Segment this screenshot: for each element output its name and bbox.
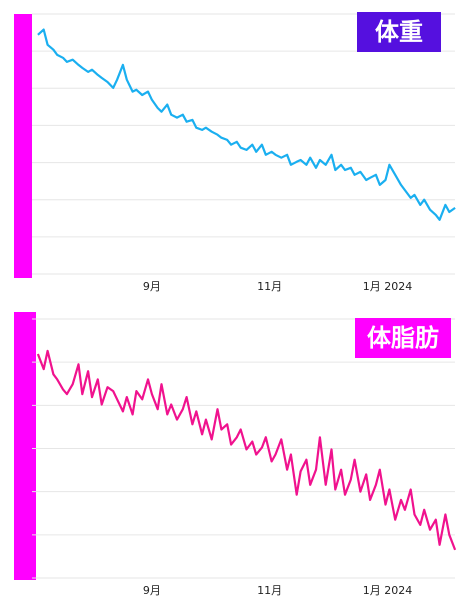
x-tick-label: 1月 2024 [363, 584, 413, 597]
x-tick-label: 11月 [257, 280, 282, 293]
x-tick-label: 1月 2024 [363, 280, 413, 293]
data-line [36, 349, 457, 551]
x-tick-label: 11月 [257, 584, 282, 597]
x-tick-label: 9月 [143, 280, 161, 293]
data-line [37, 28, 456, 221]
chart-title: 体重 [375, 18, 423, 46]
side-bar [14, 14, 32, 278]
chart-title: 体脂肪 [367, 324, 439, 352]
side-bar [14, 312, 36, 580]
plot-layer: 9月 11月 1月 2024 9月 11月 1月 2024 [32, 13, 457, 597]
title-badge [357, 12, 441, 52]
title-badge [355, 318, 451, 358]
x-tick-label: 9月 [143, 584, 161, 597]
